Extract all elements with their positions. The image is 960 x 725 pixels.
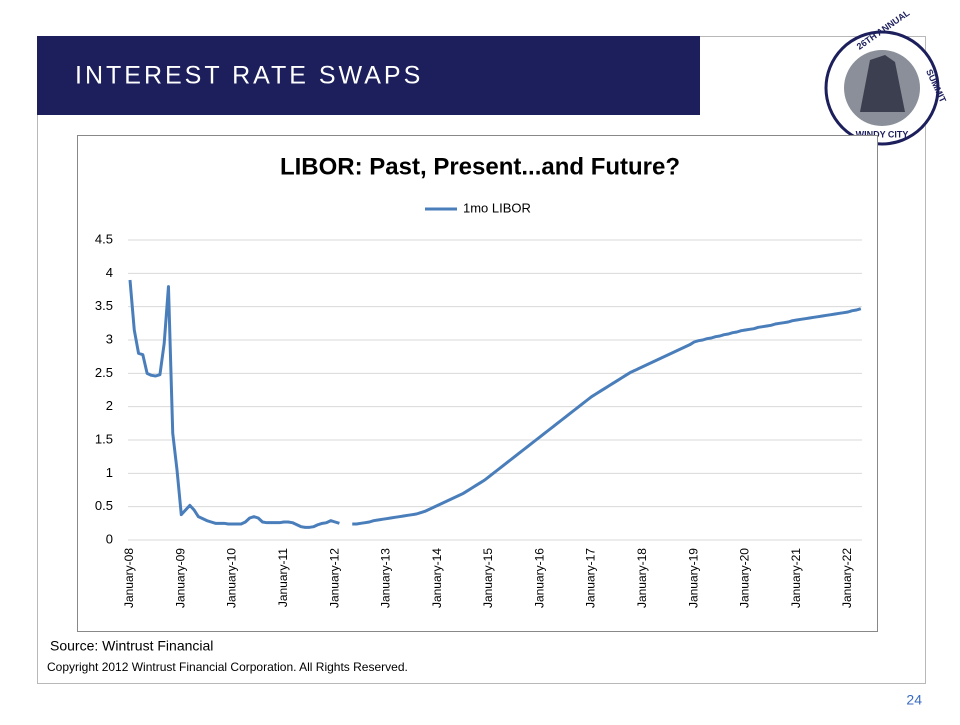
chart-frame xyxy=(77,135,878,632)
logo-bottom-text: WINDY CITY xyxy=(856,129,909,139)
x-tick-label: January-11 xyxy=(276,548,290,607)
x-tick-label: January-20 xyxy=(738,548,752,608)
x-tick-label: January-09 xyxy=(173,548,187,608)
y-tick-label: 1.5 xyxy=(95,431,113,446)
logo: 26TH ANNUAL WINDY CITY SUMMIT xyxy=(824,7,948,146)
logo-figure xyxy=(860,55,905,112)
chart-title: LIBOR: Past, Present...and Future? xyxy=(280,153,680,180)
header-band xyxy=(37,36,700,115)
legend-label: 1mo LIBOR xyxy=(463,200,531,215)
x-tick-label: January-14 xyxy=(430,548,444,608)
y-tick-label: 4 xyxy=(106,265,113,280)
x-tick-label: January-16 xyxy=(532,548,546,608)
x-tick-label: January-15 xyxy=(481,548,495,608)
x-tick-label: January-21 xyxy=(789,548,803,608)
x-tick-label: January-12 xyxy=(327,548,341,608)
page-number: 24 xyxy=(906,692,922,708)
y-tick-label: 4.5 xyxy=(95,231,113,246)
x-tick-label: January-08 xyxy=(122,548,136,608)
y-tick-label: 2 xyxy=(106,398,113,413)
slide-title: INTEREST RATE SWAPS xyxy=(75,62,423,90)
series-line xyxy=(128,279,862,529)
source: Source: Wintrust Financial xyxy=(50,638,213,654)
y-tick-label: 0.5 xyxy=(95,498,113,513)
x-tick-label: January-19 xyxy=(686,548,700,608)
y-tick-label: 0 xyxy=(106,531,113,546)
x-tick-label: January-22 xyxy=(840,548,854,608)
x-tick-label: January-17 xyxy=(584,548,598,608)
copyright: Copyright 2012 Wintrust Financial Corpor… xyxy=(47,660,408,674)
y-tick-label: 1 xyxy=(106,465,113,480)
y-tick-label: 3 xyxy=(106,331,113,346)
y-tick-label: 2.5 xyxy=(95,365,113,380)
x-tick-label: January-18 xyxy=(635,548,649,608)
x-tick-label: January-13 xyxy=(379,548,393,608)
chart: 0 0.5 1 1.5 2 2.5 3 3.5 4 4.5 January-08 January-09… xyxy=(95,200,862,608)
y-tick-label: 3.5 xyxy=(95,298,113,313)
x-tick-label: January-10 xyxy=(225,548,239,608)
